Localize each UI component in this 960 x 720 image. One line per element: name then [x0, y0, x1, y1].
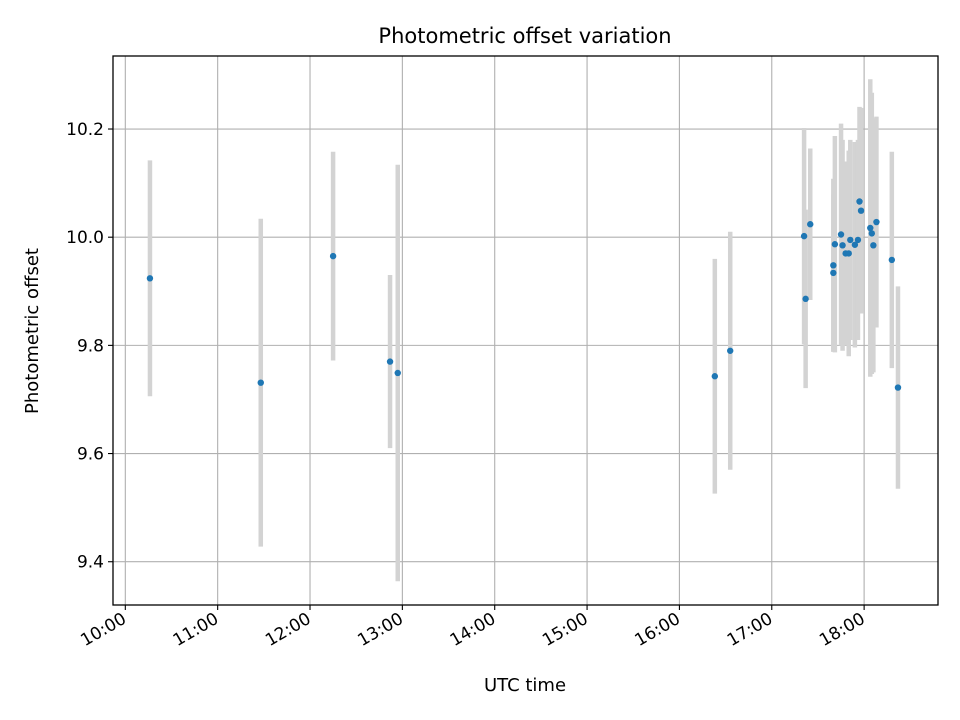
data-point	[857, 207, 865, 214]
data-point	[847, 236, 854, 244]
data-point	[856, 198, 863, 205]
data-point	[870, 242, 877, 249]
y-tick-label: 10.2	[66, 120, 104, 140]
data-point	[867, 224, 874, 232]
x-axis-label: UTC time	[484, 675, 566, 696]
data-point	[146, 275, 154, 282]
data-point	[851, 241, 859, 248]
grid-lines	[113, 56, 938, 605]
data-points	[146, 198, 902, 391]
y-axis-label: Photometric offset	[22, 248, 43, 414]
data-point	[873, 218, 880, 226]
data-point	[868, 230, 876, 237]
chart-title: Photometric offset variation	[378, 24, 671, 48]
data-point	[888, 256, 896, 264]
y-tick-label: 10.0	[66, 228, 104, 248]
data-point	[711, 373, 719, 380]
data-point	[894, 384, 902, 391]
data-point	[800, 232, 808, 240]
data-point	[845, 250, 852, 257]
data-point	[329, 252, 337, 260]
data-point	[394, 369, 401, 377]
data-point	[854, 236, 862, 244]
y-axis-ticks: 9.4 9.6 9.8 10.0 10.2	[66, 120, 113, 573]
data-point	[837, 231, 845, 238]
data-point	[257, 379, 264, 386]
y-tick-label: 9.6	[77, 445, 104, 465]
data-point	[802, 295, 809, 303]
data-point	[839, 242, 846, 249]
plot-frame	[112, 55, 939, 606]
y-tick-label: 9.4	[77, 553, 104, 573]
data-point	[830, 262, 837, 269]
data-point	[830, 269, 837, 277]
data-point	[727, 347, 734, 354]
data-point	[831, 241, 839, 248]
y-tick-label: 9.8	[77, 336, 104, 356]
data-point	[386, 358, 394, 365]
data-point	[807, 221, 814, 228]
